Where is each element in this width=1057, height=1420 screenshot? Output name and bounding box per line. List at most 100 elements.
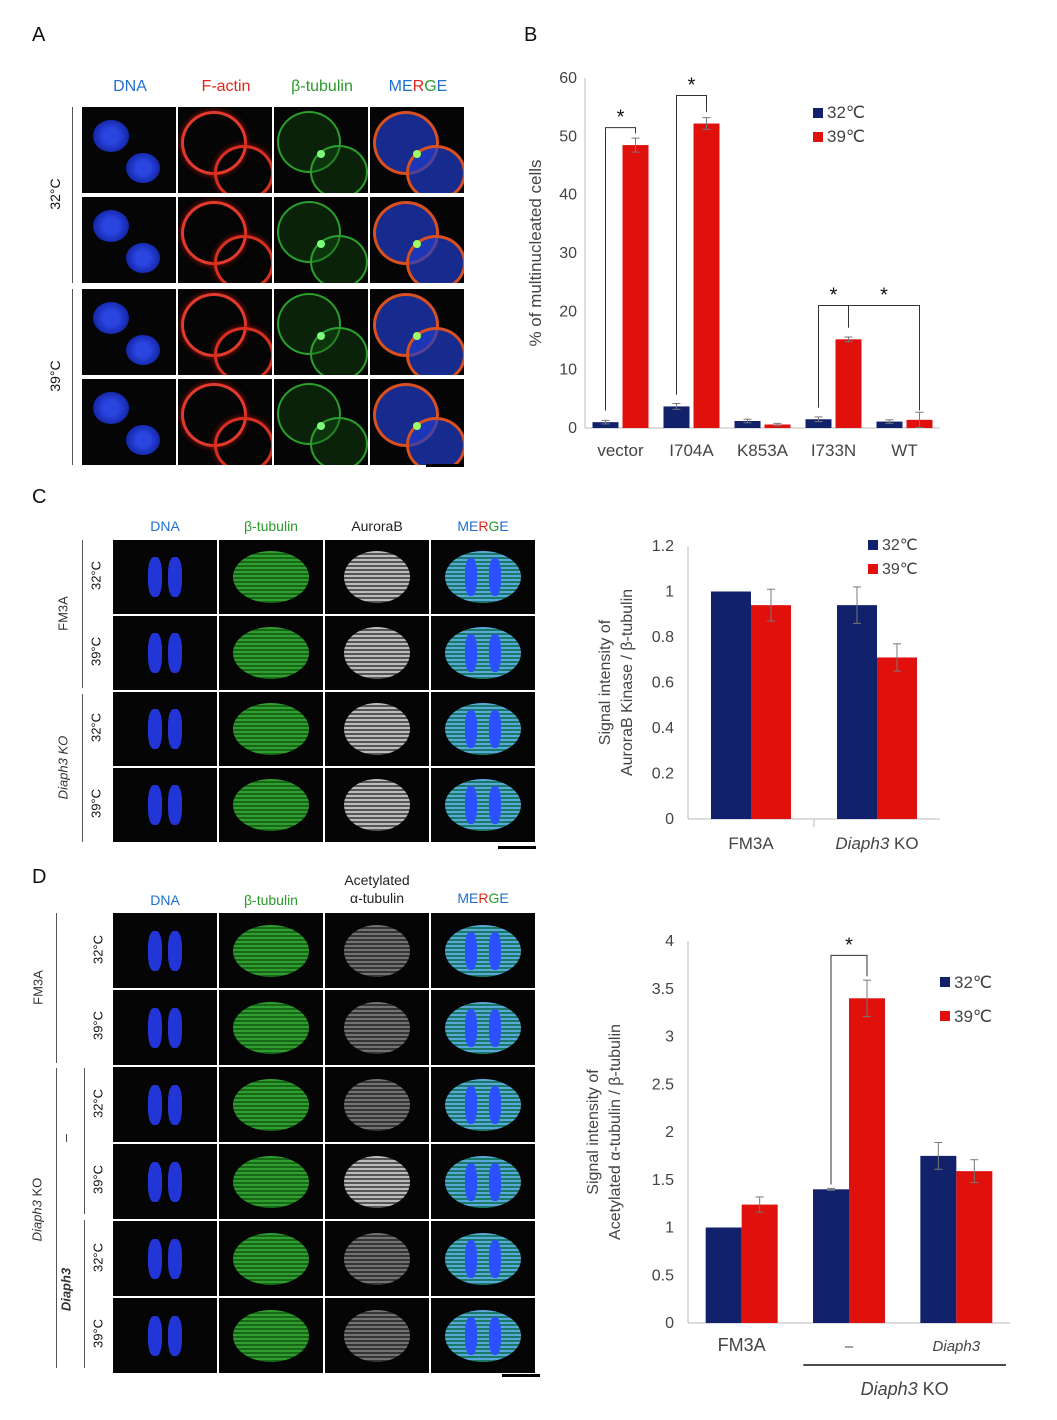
cell-signal xyxy=(489,634,501,672)
subgroup-line xyxy=(84,1068,85,1214)
legend-swatch xyxy=(868,564,878,574)
x-tick-label: WT xyxy=(891,441,917,460)
scale-bar xyxy=(426,464,464,467)
cell-signal xyxy=(445,1232,521,1285)
micrograph-c-r3-c4 xyxy=(431,692,535,766)
row-label: 39°C xyxy=(90,1318,106,1349)
group-line xyxy=(82,694,83,842)
y-tick-label: 10 xyxy=(559,362,577,379)
cell-signal xyxy=(277,383,341,445)
cell-signal xyxy=(445,779,521,831)
cell-signal xyxy=(233,1232,309,1285)
micrograph-a-r3-c4 xyxy=(370,289,464,375)
row-group-line xyxy=(72,289,73,465)
y-tick-label: 1 xyxy=(665,1220,674,1237)
micrograph-d-r5-c3 xyxy=(325,1221,429,1296)
cell-signal xyxy=(93,120,129,152)
panel-label-a: A xyxy=(32,24,46,46)
cell-signal xyxy=(168,557,182,597)
micrograph-d-r6-c1 xyxy=(113,1298,217,1373)
cell-signal xyxy=(465,558,477,596)
cell-signal xyxy=(317,240,325,248)
cell-signal xyxy=(406,235,464,283)
cell-signal xyxy=(233,627,309,679)
panel-label-b: B xyxy=(524,24,538,46)
cell-signal xyxy=(413,150,421,158)
micrograph-a-r4-c4 xyxy=(370,379,464,465)
chart-b-multinucleated: 0 10 20 30 40 50 60 % of multinucleated cells ve… xyxy=(526,70,940,460)
scale-bar xyxy=(498,846,536,849)
y-tick-label: 60 xyxy=(559,70,577,87)
subgroup-label-none: – xyxy=(57,1134,73,1142)
cell-signal xyxy=(126,243,160,273)
y-tick-label: 1.2 xyxy=(652,538,674,555)
micrograph-c-r3-c1 xyxy=(113,692,217,766)
cell-signal xyxy=(344,1155,410,1208)
x-tick-label: FM3A xyxy=(718,1335,766,1355)
micrograph-a-r2-c2 xyxy=(178,197,272,283)
significance-star: * xyxy=(880,285,888,307)
group-line xyxy=(56,913,57,1063)
cell-signal xyxy=(148,1007,162,1048)
y-axis-label: Signal intensity of xyxy=(597,619,614,745)
cell-signal xyxy=(277,293,341,355)
cell-signal xyxy=(168,1007,182,1048)
bar xyxy=(663,406,690,428)
cell-signal xyxy=(148,1315,162,1356)
cell-signal xyxy=(317,150,325,158)
y-tick-label: 0.8 xyxy=(652,629,674,646)
row-label: 39°C xyxy=(88,636,104,667)
y-tick-label: 0.5 xyxy=(652,1267,674,1284)
cell-signal xyxy=(465,786,477,824)
bar xyxy=(705,1227,742,1323)
bar xyxy=(813,1189,849,1323)
cell-signal xyxy=(445,703,521,755)
micrograph-d-r4-c3 xyxy=(325,1144,429,1219)
cell-signal xyxy=(489,1239,501,1278)
y-tick-label: 3.5 xyxy=(652,981,674,998)
cell-signal xyxy=(168,785,182,825)
micrograph-d-r3-c4 xyxy=(431,1067,535,1142)
cell-signal xyxy=(465,1316,477,1355)
micrograph-a-r2-c3 xyxy=(274,197,368,283)
cell-signal xyxy=(214,417,272,465)
header-aurorab: AuroraB xyxy=(351,518,403,534)
cell-signal xyxy=(344,924,410,977)
y-tick-label: 0 xyxy=(665,1315,674,1332)
cell-signal xyxy=(344,779,410,831)
x-tick-label: Diaph3 xyxy=(933,1338,981,1355)
y-tick-label: 2.5 xyxy=(652,1076,674,1093)
cell-signal xyxy=(465,1085,477,1124)
cell-signal xyxy=(168,930,182,971)
cell-signal xyxy=(489,931,501,970)
cell-signal xyxy=(489,1008,501,1047)
subgroup-label-diaph3: Diaph3 xyxy=(58,1267,74,1312)
micrograph-a-r3-c1 xyxy=(82,289,176,375)
cell-signal xyxy=(344,1078,410,1131)
micrograph-d-r3-c2 xyxy=(219,1067,323,1142)
row-label: 39°C xyxy=(88,788,104,819)
bar xyxy=(622,145,649,428)
row-label: 32°C xyxy=(88,712,104,743)
micrograph-c-r1-c1 xyxy=(113,540,217,614)
legend-swatch xyxy=(940,977,950,987)
y-tick-label: 50 xyxy=(559,128,577,145)
micrograph-c-r2-c3 xyxy=(325,616,429,690)
scale-bar xyxy=(502,1374,540,1377)
header-alpha-tubulin: α-tubulin xyxy=(349,890,404,906)
cell-signal xyxy=(148,709,162,749)
cell-signal xyxy=(168,1315,182,1356)
cell-signal xyxy=(168,1084,182,1125)
bar xyxy=(734,421,761,428)
cell-signal xyxy=(413,240,421,248)
legend-label: 39℃ xyxy=(954,1007,992,1026)
bar xyxy=(849,998,885,1323)
micrograph-a-r3-c3 xyxy=(274,289,368,375)
cell-signal xyxy=(214,145,272,193)
header-merge: MERGE xyxy=(457,890,509,906)
cell-signal xyxy=(489,1085,501,1124)
header-tubulin: β-tubulin xyxy=(244,518,298,534)
subgroup-line xyxy=(84,1220,85,1368)
bar xyxy=(693,123,720,428)
cell-signal xyxy=(148,785,162,825)
